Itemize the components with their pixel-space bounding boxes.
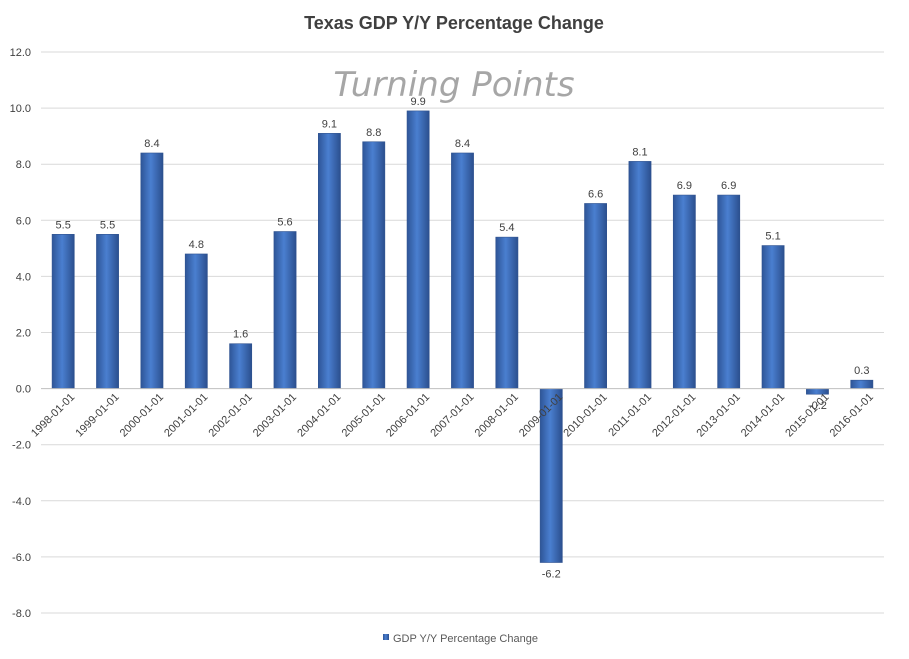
chart-title: Texas GDP Y/Y Percentage Change	[304, 13, 604, 33]
x-tick-label: 2006-01-01	[384, 391, 432, 439]
data-label: -6.2	[542, 569, 561, 581]
x-tick-label: 2016-01-01	[828, 391, 876, 439]
data-label: 9.9	[410, 96, 425, 108]
x-tick-label: 2010-01-01	[561, 391, 609, 439]
data-label: 5.4	[499, 222, 514, 234]
bar-2011-01-01	[628, 161, 652, 389]
x-tick-label: 2000-01-01	[118, 391, 166, 439]
y-tick-label: 2.0	[16, 328, 31, 340]
y-tick-label: -8.0	[12, 608, 31, 620]
y-tick-label: 0.0	[16, 384, 31, 396]
data-label: 8.4	[455, 138, 470, 150]
bar-2003-01-01	[273, 231, 297, 389]
data-label: 0.3	[854, 365, 869, 377]
data-label: 9.1	[322, 118, 337, 130]
bar-2013-01-01	[717, 194, 741, 389]
y-tick-label: -4.0	[12, 496, 31, 508]
bar-2010-01-01	[584, 203, 607, 389]
legend: GDP Y/Y Percentage Change	[383, 633, 538, 645]
y-axis-ticks: 12.0 10.0 8.0 6.0 4.0 2.0 0.0 -2.0 -4.0 -6.0 -8.0	[10, 47, 31, 620]
x-tick-label: 2015-01-01	[783, 391, 831, 439]
x-tick-label: 2001-01-01	[162, 391, 210, 439]
data-label: 6.9	[677, 180, 692, 192]
x-tick-label: 1999-01-01	[73, 391, 121, 439]
bar-2012-01-01	[672, 194, 696, 389]
bar-2016-01-01	[850, 379, 874, 389]
data-label: 6.6	[588, 188, 603, 200]
data-label: 8.1	[632, 146, 647, 158]
bar-2006-01-01	[406, 110, 430, 389]
legend-swatch	[383, 634, 389, 640]
data-label: 6.9	[721, 180, 736, 192]
x-tick-label: 2008-01-01	[473, 391, 521, 439]
x-tick-label: 1998-01-01	[29, 391, 77, 439]
y-tick-label: -6.0	[12, 552, 31, 564]
bar-2002-01-01	[229, 343, 253, 389]
y-tick-label: 10.0	[10, 103, 31, 115]
y-tick-label: 12.0	[10, 47, 31, 59]
data-labels: 5.5 5.5 8.4 4.8 1.6 5.6 9.1 8.8 9.9 8.4 5.4 -6.2 6.6…	[56, 96, 870, 581]
x-tick-label: 2013-01-01	[695, 391, 743, 439]
x-tick-label: 2011-01-01	[606, 391, 654, 439]
data-label: -0.2	[808, 400, 827, 412]
y-tick-label: 4.0	[16, 271, 31, 283]
bar-1999-01-01	[96, 234, 119, 389]
x-tick-label: 2014-01-01	[739, 391, 787, 439]
x-tick-label: 2002-01-01	[206, 391, 254, 439]
x-tick-label: 2003-01-01	[251, 391, 299, 439]
data-label: 1.6	[233, 329, 248, 341]
x-tick-label: 2012-01-01	[650, 391, 698, 439]
x-axis-ticks: 1998-01-011999-01-012000-01-012001-01-01…	[29, 391, 876, 439]
bars	[51, 110, 874, 563]
bar-2005-01-01	[362, 141, 386, 389]
x-tick-label: 2004-01-01	[295, 391, 343, 439]
data-label: 5.5	[56, 219, 71, 231]
x-tick-label: 2007-01-01	[428, 391, 476, 439]
data-label: 5.5	[100, 219, 115, 231]
data-label: 8.8	[366, 127, 381, 139]
x-tick-label: 2005-01-01	[340, 391, 388, 439]
bar-2008-01-01	[495, 236, 519, 389]
y-tick-label: -2.0	[12, 440, 31, 452]
y-tick-label: 8.0	[16, 159, 31, 171]
legend-label: GDP Y/Y Percentage Change	[393, 633, 538, 645]
bar-2004-01-01	[318, 133, 341, 389]
watermark-text: Turning Points	[333, 65, 574, 105]
y-tick-label: 6.0	[16, 215, 31, 227]
bar-1998-01-01	[51, 234, 75, 389]
bar-2001-01-01	[184, 253, 208, 389]
data-label: 4.8	[189, 239, 204, 251]
bar-2007-01-01	[451, 152, 474, 389]
bar-2000-01-01	[140, 152, 164, 389]
data-label: 5.6	[277, 217, 292, 229]
data-label: 8.4	[144, 138, 159, 150]
data-label: 5.1	[765, 231, 780, 243]
bar-2014-01-01	[761, 245, 785, 389]
